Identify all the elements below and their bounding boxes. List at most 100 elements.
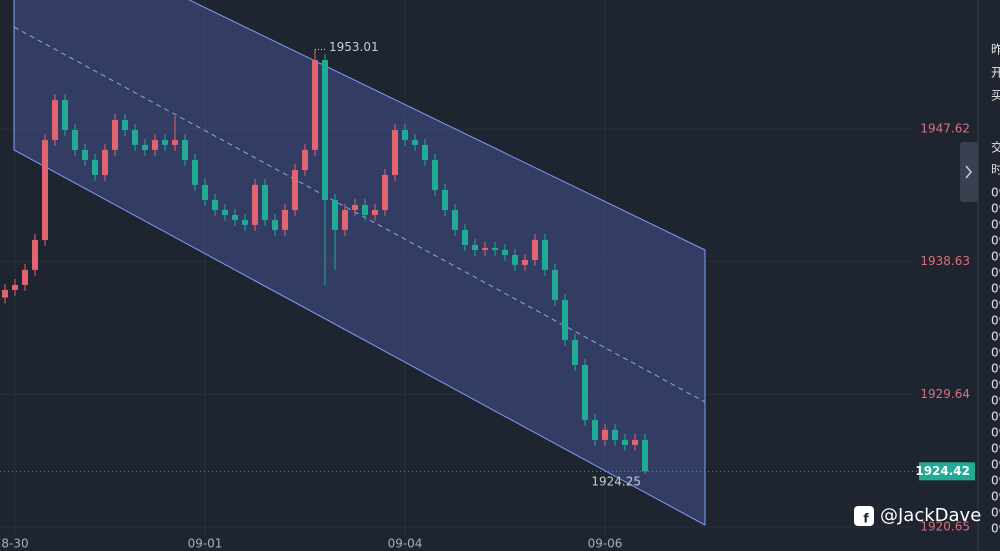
- candle-body: [2, 289, 8, 298]
- panel-row: 09: [991, 234, 1000, 248]
- candle-body: [42, 140, 48, 240]
- candle-body: [342, 209, 348, 230]
- candle-body: [352, 204, 358, 210]
- panel-row: 09: [991, 394, 1000, 408]
- candle-body: [412, 140, 418, 145]
- candle-body: [142, 144, 148, 150]
- candle-body: [212, 199, 218, 210]
- grid: [0, 0, 915, 535]
- low-label: 1924.25: [591, 474, 641, 488]
- candle-body: [452, 209, 458, 230]
- candle-body: [242, 220, 248, 225]
- panel-label: 买: [991, 89, 1000, 103]
- panel-row: 09: [991, 442, 1000, 456]
- candle-body: [442, 189, 448, 210]
- candle-body: [512, 254, 518, 265]
- candle-body: [402, 130, 408, 141]
- candle-body: [132, 130, 138, 145]
- panel-label: 开: [991, 66, 1000, 80]
- panel-row: 09: [991, 378, 1000, 392]
- panel-label: 交: [991, 140, 1000, 155]
- y-tick-label: 1929.64: [920, 387, 970, 401]
- y-tick-label: 1938.63: [920, 254, 970, 268]
- facebook-icon: [854, 506, 874, 526]
- panel-label: 昨: [991, 43, 1000, 57]
- candle-body: [372, 209, 378, 215]
- candle-body: [362, 204, 368, 215]
- candle-body: [172, 140, 178, 145]
- candle-body: [292, 169, 298, 210]
- panel-row: 09: [991, 186, 1000, 200]
- candle-body: [482, 247, 488, 250]
- candle-body: [12, 284, 18, 290]
- candle-body: [322, 60, 328, 200]
- candle-body: [562, 299, 568, 340]
- high-label: 1953.01: [329, 40, 379, 54]
- candle-body: [72, 130, 78, 150]
- candle-body: [332, 199, 338, 230]
- candle-body: [422, 144, 428, 160]
- panel-row: 09: [991, 266, 1000, 280]
- panel-row: 09: [991, 202, 1000, 216]
- panel-row: 09: [991, 522, 1000, 536]
- candle-body: [602, 429, 608, 440]
- collapse-arrow: [965, 165, 972, 179]
- candle-body: [592, 419, 598, 440]
- candle-body: [522, 260, 528, 265]
- panel-row: 09: [991, 330, 1000, 344]
- candle-body: [532, 239, 538, 261]
- candle-body: [642, 439, 648, 472]
- candle-body: [222, 209, 228, 215]
- panel-row: 09: [991, 346, 1000, 360]
- candle-body: [122, 119, 128, 131]
- candle-body: [612, 429, 618, 440]
- panel-row: 09: [991, 218, 1000, 232]
- panel-row: 09: [991, 506, 1000, 520]
- last-price-label: 1924.42: [915, 464, 970, 478]
- x-tick-label: 09-01: [188, 537, 223, 551]
- candle-body: [32, 239, 38, 270]
- candle-body: [252, 184, 258, 225]
- panel-row: 09: [991, 362, 1000, 376]
- candle-body: [22, 269, 28, 285]
- candle-body: [232, 214, 238, 221]
- candle-body: [52, 100, 58, 141]
- candle-body: [272, 220, 278, 230]
- candle-body: [622, 439, 628, 445]
- panel-row: 09: [991, 490, 1000, 504]
- collapse-button[interactable]: [960, 142, 978, 202]
- candle-body: [112, 119, 118, 150]
- candle-body: [392, 130, 398, 176]
- panel-row: 09: [991, 474, 1000, 488]
- candle-body: [492, 247, 498, 250]
- candle-body: [382, 175, 388, 210]
- channel: [13, 0, 706, 526]
- candle-body: [62, 100, 68, 131]
- candle-body: [102, 149, 108, 176]
- panel-row: 09: [991, 250, 1000, 264]
- candle-body: [552, 269, 558, 300]
- candle-body: [202, 184, 208, 200]
- candle-body: [282, 209, 288, 230]
- panel-row: 09: [991, 410, 1000, 424]
- candle-body: [542, 239, 548, 270]
- panel-row: 09: [991, 458, 1000, 472]
- panel-row: 09: [991, 298, 1000, 312]
- candles: [2, 49, 648, 474]
- candle-body: [632, 439, 638, 445]
- candle-body: [262, 184, 268, 221]
- candle-body: [302, 149, 308, 170]
- last-price-badge: [919, 462, 975, 481]
- candle-body: [192, 159, 198, 185]
- candle-body: [582, 364, 588, 420]
- candle-body: [312, 60, 318, 150]
- panel-label: 时: [991, 163, 1000, 177]
- candle-body: [92, 159, 98, 176]
- candle-body: [162, 140, 168, 145]
- panel-row: 09: [991, 426, 1000, 440]
- candle-body: [572, 339, 578, 365]
- facebook-f: f: [863, 512, 869, 526]
- x-tick-label: 09-04: [388, 537, 423, 551]
